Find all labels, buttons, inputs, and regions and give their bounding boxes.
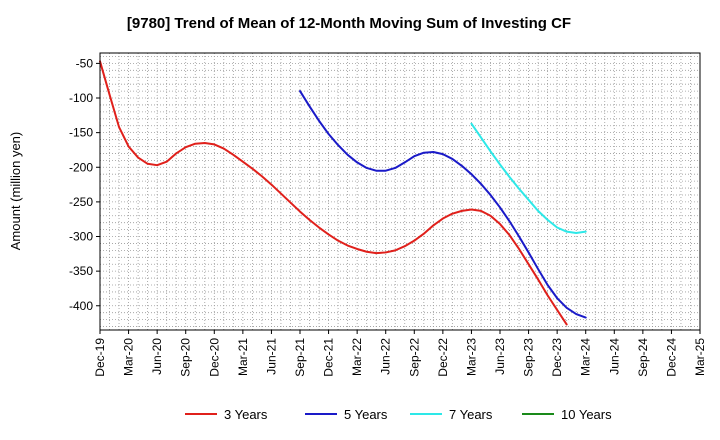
y-tick-label: -250: [69, 195, 93, 209]
series-layer: [99, 60, 587, 326]
x-tick-label: Mar-22: [350, 338, 364, 376]
x-tick-label: Sep-23: [522, 338, 536, 377]
x-tick-label: Jun-24: [607, 338, 621, 375]
x-tick-label: Jun-23: [493, 338, 507, 375]
x-tick-label: Mar-20: [122, 338, 136, 376]
x-tick-label: Sep-24: [636, 338, 650, 377]
x-tick-label: Dec-22: [436, 338, 450, 377]
y-tick-label: -400: [69, 299, 93, 313]
x-tick-label: Dec-20: [207, 338, 221, 377]
x-tick-label: Jun-20: [150, 338, 164, 375]
legend-label-7-years: 7 Years: [449, 407, 493, 422]
x-tick-label: Sep-22: [407, 338, 421, 377]
y-tick-label: -200: [69, 160, 93, 174]
y-tick-label: -300: [69, 230, 93, 244]
chart-title: [9780] Trend of Mean of 12-Month Moving …: [127, 15, 571, 32]
y-tick-label: -150: [69, 126, 93, 140]
x-tick-label: Jun-21: [264, 338, 278, 375]
x-tick-label: Dec-21: [322, 338, 336, 377]
x-tick-label: Jun-22: [379, 338, 393, 375]
legend-label-5-years: 5 Years: [344, 407, 388, 422]
y-tick-label: -50: [76, 56, 94, 70]
x-tick-label: Dec-24: [664, 338, 678, 377]
legend-label-3-years: 3 Years: [224, 407, 268, 422]
plot-frame: [99, 52, 701, 331]
x-tick-label: Dec-23: [550, 338, 564, 377]
x-tick-label: Mar-25: [693, 338, 707, 376]
x-tick-label: Mar-23: [464, 338, 478, 376]
x-tick-label: Mar-24: [579, 338, 593, 376]
y-axis-label: Amount (million yen): [8, 132, 23, 251]
series-line-5-years: [299, 90, 587, 319]
series-line-3-years: [99, 60, 568, 326]
legend: 3 Years 5 Years 7 Years 10 Years: [185, 407, 612, 422]
x-tick-label: Dec-19: [93, 338, 107, 377]
legend-label-10-years: 10 Years: [561, 407, 612, 422]
grid-layer: [100, 53, 700, 330]
y-tick-label: -100: [69, 91, 93, 105]
y-tick-labels: -50 -100 -150 -200 -250 -300 -350 -400: [69, 56, 100, 313]
x-tick-label: Sep-20: [179, 338, 193, 377]
x-tick-labels: Dec-19 Mar-20 Jun-20 Sep-20 Dec-20 Mar-21 Jun-…: [93, 330, 707, 377]
series-line-7-years: [470, 122, 587, 235]
x-tick-label: Mar-21: [236, 338, 250, 376]
y-tick-label: -350: [69, 264, 93, 278]
x-tick-label: Sep-21: [293, 338, 307, 377]
